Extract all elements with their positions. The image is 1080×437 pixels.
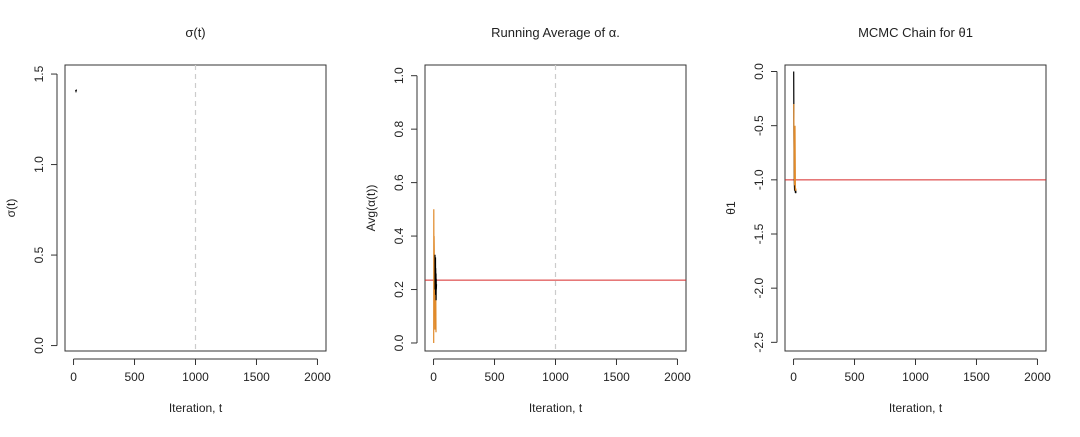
x-tick-label: 1500 — [603, 370, 630, 384]
y-tick-label: -1.0 — [752, 169, 766, 190]
y-tick-label: -1.5 — [752, 223, 766, 244]
x-tick-label: 0 — [430, 370, 437, 384]
x-tick-label: 1500 — [963, 370, 990, 384]
x-tick-label: 1500 — [243, 370, 270, 384]
x-tick-label: 0 — [790, 370, 797, 384]
chart-title-1: σ(t) — [185, 25, 205, 40]
x-axis-label-3: Iteration, t — [889, 401, 943, 415]
y-tick-label: 1.0 — [392, 67, 406, 84]
y-tick-label: -2.0 — [752, 278, 766, 299]
x-tick-label: 1000 — [542, 370, 569, 384]
x-tick-label: 2000 — [1024, 370, 1051, 384]
y-tick-label: 0.8 — [392, 120, 406, 137]
x-tick-label: 0 — [70, 370, 77, 384]
x-tick-label: 500 — [125, 370, 145, 384]
series-line-2-2 — [434, 254, 438, 301]
series-line-3-2 — [793, 103, 797, 191]
chart-title-3: MCMC Chain for θ1 — [858, 25, 973, 40]
x-tick-label: 1000 — [902, 370, 929, 384]
y-tick-label: -2.5 — [752, 332, 766, 353]
y-axis-label-1: σ(t) — [4, 199, 18, 218]
y-tick-label: 0.5 — [32, 246, 46, 263]
x-tick-label: 500 — [485, 370, 505, 384]
y-tick-label: 1.0 — [32, 156, 46, 173]
y-tick-label: 0.0 — [752, 63, 766, 80]
plot-frame-3 — [784, 64, 1047, 352]
y-tick-label: 0.0 — [392, 334, 406, 351]
series-line-1-1 — [75, 89, 78, 94]
x-tick-label: 2000 — [664, 370, 691, 384]
y-axis-label-2: Avg(α(t)) — [364, 185, 378, 232]
y-tick-label: 1.5 — [32, 65, 46, 82]
y-tick-label: 0.6 — [392, 174, 406, 191]
x-tick-label: 500 — [845, 370, 865, 384]
x-axis-label-2: Iteration, t — [529, 401, 583, 415]
chart-title-2: Running Average of α. — [491, 25, 620, 40]
y-tick-label: 0.2 — [392, 281, 406, 298]
y-tick-label: 0.0 — [32, 337, 46, 354]
y-tick-label: 0.4 — [392, 227, 406, 244]
x-tick-label: 1000 — [182, 370, 209, 384]
x-axis-label-1: Iteration, t — [169, 401, 223, 415]
x-tick-label: 2000 — [304, 370, 331, 384]
y-axis-label-3: θ1 — [724, 201, 738, 215]
y-tick-label: -0.5 — [752, 115, 766, 136]
